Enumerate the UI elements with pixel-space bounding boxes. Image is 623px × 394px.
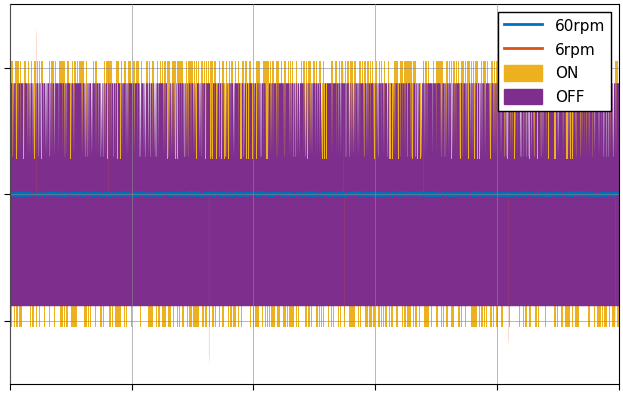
Legend: 60rpm, 6rpm, ON, OFF: 60rpm, 6rpm, ON, OFF <box>498 12 611 111</box>
